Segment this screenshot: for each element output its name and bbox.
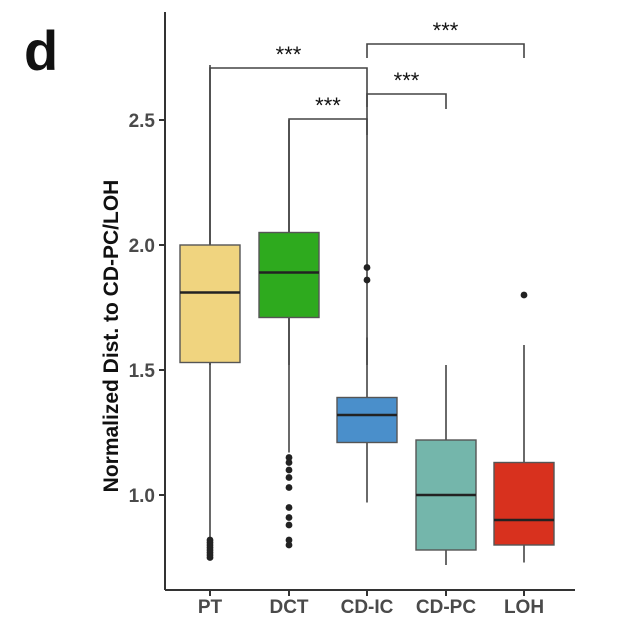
- y-tick-label: 1.5: [129, 361, 156, 382]
- x-tick-label: CD-IC: [341, 597, 394, 618]
- axes: 1.0 1.5 2.0 2.5 PT DCT CD-IC CD-PC LOH: [129, 12, 575, 618]
- boxes: [179, 65, 555, 565]
- outlier-point: [285, 514, 293, 521]
- significance-label: ***: [433, 18, 459, 43]
- x-tick-label: PT: [198, 597, 223, 618]
- outlier-point: [285, 521, 293, 529]
- outlier-point: [285, 484, 293, 491]
- outlier-point: [363, 276, 371, 284]
- box-pt: [179, 244, 241, 364]
- significance-label: ***: [394, 68, 420, 93]
- outlier-point: [285, 466, 293, 474]
- significance-brackets: *** *** *** ***: [209, 18, 525, 365]
- outlier-point: [363, 264, 371, 271]
- y-tick-label: 2.0: [129, 236, 155, 257]
- significance-label: ***: [276, 42, 302, 67]
- y-axis-label: Normalized Dist. to CD-PC/LOH: [100, 180, 123, 493]
- panel-label: d: [24, 19, 59, 82]
- outlier-point: [285, 541, 293, 549]
- outlier-point: [285, 536, 293, 544]
- outlier-point: [206, 536, 214, 544]
- significance-label: ***: [315, 93, 341, 118]
- box-cd-ic: [336, 396, 398, 444]
- outlier-point: [285, 504, 293, 511]
- outlier-point: [285, 459, 293, 466]
- significance-bracket: [366, 93, 447, 109]
- box-dct: [258, 231, 320, 319]
- outlier-point: [285, 474, 293, 481]
- x-tick-label: DCT: [269, 597, 308, 618]
- outlier-point: [285, 454, 293, 461]
- box-loh: [493, 461, 555, 546]
- x-tick-label: LOH: [504, 597, 544, 618]
- y-tick-label: 1.0: [129, 486, 155, 507]
- outlier-point: [520, 291, 528, 299]
- significance-bracket: [366, 43, 525, 58]
- x-tick-label: CD-PC: [416, 597, 476, 618]
- y-tick-label: 2.5: [129, 111, 156, 132]
